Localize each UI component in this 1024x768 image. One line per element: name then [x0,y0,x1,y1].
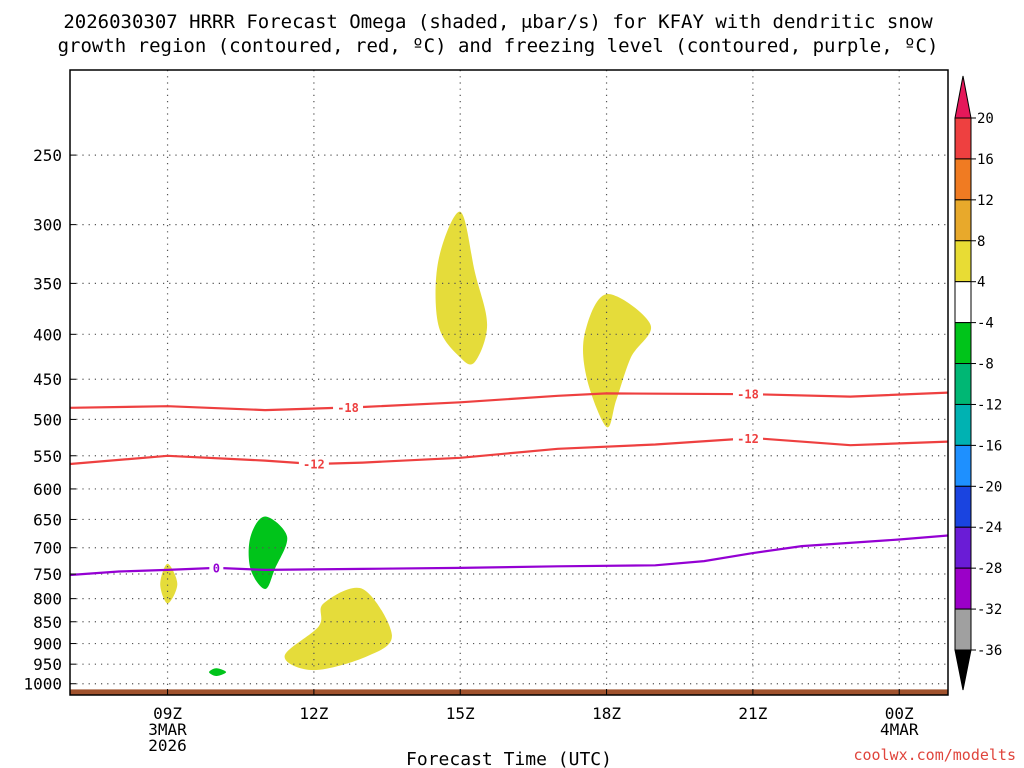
y-tick-label-500: 500 [33,410,62,429]
isotherm-minus-12-label-1: -12 [303,457,325,471]
chart-title-line2: growth region (contoured, red, ºC) and f… [58,35,939,57]
colorbar-segment-10 [954,485,972,528]
colorbar-top-arrow [954,75,972,119]
isotherm-minus-18-label-bg [733,386,764,403]
colorbar-segment-4 [954,240,972,283]
credit-text: coolwx.com/modelts [853,746,1016,764]
y-tick-label-600: 600 [33,480,62,499]
x-tick-label-9-2: 3MAR [148,720,187,739]
colorbar-label-4: 8 [977,234,985,250]
x-tick-label-18-1: 18Z [592,704,621,723]
y-tick-label-850: 850 [33,613,62,632]
omega-pos-18z [582,294,652,428]
freezing-level-0-line [70,534,948,577]
isotherm-minus-18-label-bg [333,399,364,416]
y-tick-label-1000: 1000 [23,675,62,694]
isotherm-minus-12-line [70,436,948,466]
x-tick-label-12-1: 12Z [299,704,328,723]
colorbar-label-9: -16 [977,438,1002,454]
y-tick-label-750: 750 [33,565,62,584]
plot-area: -18 -18 -12 -12 0 250 300 350 400 450 500 550 600 650… [23,69,949,755]
colorbar-label-1: 20 [977,111,994,127]
colorbar-label-12: -28 [977,561,1002,577]
y-tick-label-900: 900 [33,635,62,654]
colorbar-segment-13 [954,608,972,651]
colorbar-label-5: 4 [977,275,985,291]
y-tick-label-700: 700 [33,539,62,558]
colorbar-segment-1 [954,117,972,160]
colorbar-label-2: 16 [977,152,994,168]
freezing-level-0-label-1: 0 [213,561,220,575]
isotherm-minus-12-label-bg [733,430,764,447]
y-tick-label-450: 450 [33,370,62,389]
colorbar-segment-11 [954,526,972,569]
x-tick-label-9-3: 2026 [148,736,187,755]
colorbar-label-3: 12 [977,193,994,209]
y-tick-label-550: 550 [33,447,62,466]
omega-pos-09z [160,563,178,604]
colorbar-segment-2 [954,158,972,201]
colorbar-segment-6 [954,322,972,365]
isotherm-minus-18-label-1: -18 [337,401,359,415]
isotherm-minus-12-label-2: -12 [737,432,759,446]
colorbar-segment-3 [954,199,972,242]
y-tick-label-800: 800 [33,590,62,609]
y-tick-label-400: 400 [33,325,62,344]
plot-frame [69,69,949,696]
colorbar-segment-8 [954,403,972,446]
y-tick-label-250: 250 [33,146,62,165]
omega-neg-11z [248,516,288,589]
isotherm-minus-12-label-bg [298,455,329,472]
y-tick-label-350: 350 [33,274,62,293]
colorbar-label-7: -8 [977,357,994,373]
omega-pos-13z-low [284,587,392,671]
colorbar-label-6: -4 [977,316,994,332]
colorbar-segment-9 [954,444,972,487]
colorbar-label-14: -36 [977,643,1002,659]
colorbar-label-13: -32 [977,602,1002,618]
colorbar-label-10: -20 [977,479,1002,495]
x-tick-label-21-1: 21Z [738,704,767,723]
x-axis-label: Forecast Time (UTC) [406,749,612,768]
x-tick-label-9-1: 09Z [153,704,182,723]
colorbar-label-11: -24 [977,520,1002,536]
colorbar-segment-5 [954,281,972,324]
ground-strip [70,689,948,695]
colorbar-segment-7 [954,363,972,405]
isotherm-minus-18-line [70,391,948,412]
y-tick-label-300: 300 [33,216,62,235]
freezing-level-0-label-bg [209,559,224,576]
chart-title-line1: 2026030307 HRRR Forecast Omega (shaded, … [63,11,933,33]
y-tick-label-950: 950 [33,655,62,674]
isotherm-minus-18-label-2: -18 [737,388,759,402]
colorbar-bottom-arrow [954,649,972,691]
colorbar-label-8: -12 [977,397,1002,413]
omega-neg-10z [209,668,227,676]
x-tick-label-24-1: 00Z [885,704,914,723]
colorbar: 20 16 12 8 4 -4 -8 -12 -16 -20 -24 -28 -32 -36 [954,75,1002,691]
omega-pos-15z-upper [435,211,488,365]
x-tick-label-24-2: 4MAR [880,720,919,739]
y-tick-label-650: 650 [33,510,62,529]
colorbar-segment-12 [954,567,972,610]
x-tick-label-15-1: 15Z [446,704,475,723]
